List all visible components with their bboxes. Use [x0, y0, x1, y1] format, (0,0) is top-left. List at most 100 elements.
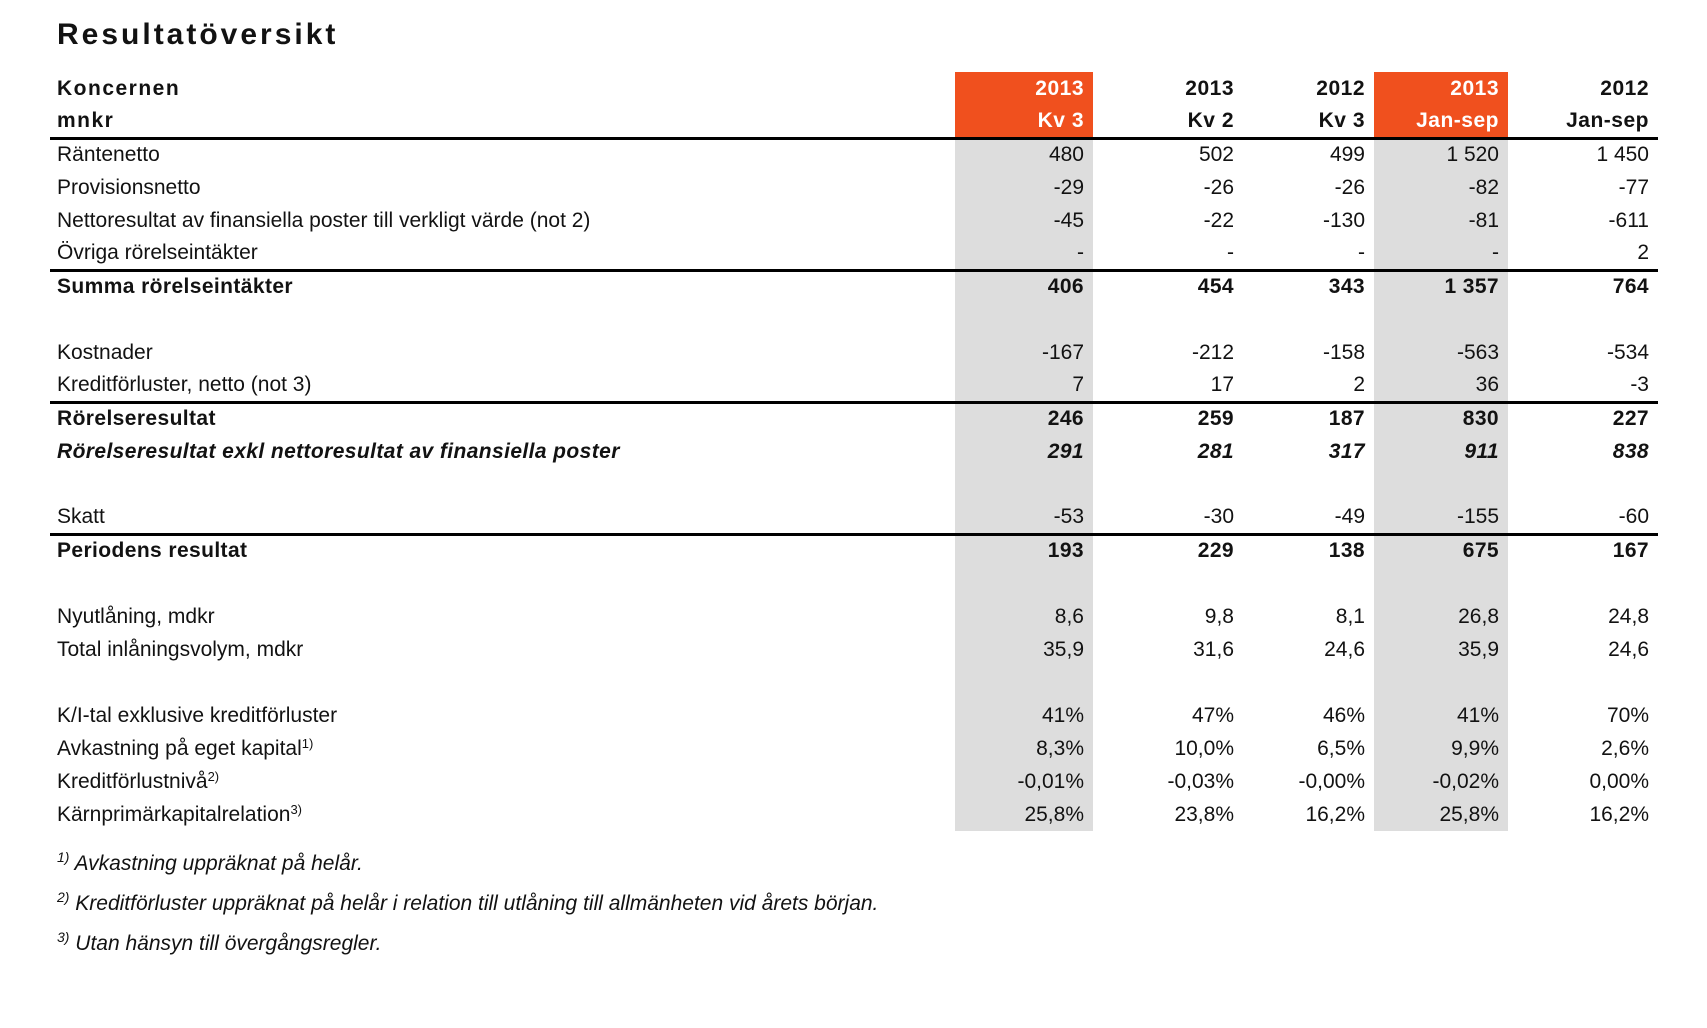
cell-value [1374, 468, 1508, 501]
row-label: Periodens resultat [57, 539, 248, 563]
cell-value: 36 [1374, 369, 1508, 404]
cell-value: 6,5% [1317, 736, 1365, 760]
header-year-row: Koncernen 2013 2013 2012 2013 2012 [50, 72, 1658, 105]
table-header: Koncernen 2013 2013 2012 2013 2012 mnkr Kv 3… [50, 72, 1658, 140]
cell-value: 830 [1374, 402, 1508, 435]
cell-value: 227 [1612, 407, 1649, 431]
cell-value: -563 [1374, 336, 1508, 369]
row-label: Total inlåningsvolym, mdkr [57, 637, 304, 661]
row-label: Rörelseresultat exkl nettoresultat av fi… [57, 439, 620, 463]
footnote: 2) Kreditförluster uppräknat på helår i … [57, 889, 879, 915]
cell-value: 10,0% [1174, 736, 1234, 760]
cell-value: -3 [1508, 369, 1658, 404]
cell-value [1093, 468, 1243, 501]
cell-value: 70% [1606, 703, 1649, 727]
cell-value: 2 [1508, 237, 1658, 272]
cell-value: 259 [1197, 407, 1234, 431]
cell-value: 8,3% [955, 732, 1093, 765]
cell-value: 1 450 [1596, 143, 1649, 167]
cell-value: 24,6 [1324, 637, 1365, 661]
table-row: Nyutlåning, mdkr 8,6 9,8 8,1 26,8 24,8 [50, 600, 1658, 633]
row-label [50, 567, 955, 600]
column-header-year: 2012 [1316, 76, 1365, 100]
cell-value [1243, 666, 1374, 699]
footnote-marker: 1) [57, 849, 70, 865]
row-label: Nyutlåning, mdkr [57, 604, 215, 628]
cell-value: 25,8% [1374, 798, 1508, 831]
cell-value: -53 [955, 501, 1093, 536]
spacer-row [50, 567, 1658, 600]
cell-value [1374, 303, 1508, 336]
row-label: Kreditförlustnivå2) [57, 768, 220, 793]
cell-value: -29 [955, 171, 1093, 204]
column-header-period: Jan-sep [1508, 105, 1658, 140]
row-label: Rörelseresultat [57, 407, 216, 431]
table-row: Kärnprimärkapitalrelation3) 25,8% 23,8% 16,… [50, 798, 1658, 831]
cell-value: -158 [1322, 340, 1365, 364]
cell-value: 838 [1612, 439, 1649, 463]
table-row: Nettoresultat av finansiella poster till… [50, 204, 1658, 237]
cell-value: 2,6% [1601, 736, 1649, 760]
cell-value: 480 [955, 138, 1093, 171]
unit-label: mnkr [50, 105, 955, 140]
column-header-year: 2013 [955, 72, 1093, 105]
table-row: Kreditförlustnivå2) -0,01% -0,03% -0,00% -0,… [50, 765, 1658, 798]
cell-value: 31,6 [1193, 637, 1234, 661]
cell-value: -611 [1608, 208, 1649, 232]
cell-value: -130 [1322, 208, 1365, 232]
cell-value: 187 [1328, 407, 1365, 431]
row-label [50, 666, 955, 699]
cell-value: 406 [955, 270, 1093, 303]
cell-value: 25,8% [955, 798, 1093, 831]
footnote-marker: 2) [57, 889, 70, 905]
cell-value: 317 [1328, 439, 1365, 463]
cell-value: -155 [1374, 501, 1508, 536]
column-header-period: Kv 2 [1093, 105, 1243, 140]
cell-value: -60 [1508, 501, 1658, 536]
cell-value: -0,03% [1167, 769, 1234, 793]
footnote-ref: 2) [207, 768, 220, 784]
header-period-row: mnkr Kv 3 Kv 2 Kv 3 Jan-sep Jan-sep [50, 105, 1658, 140]
cell-value: 246 [955, 402, 1093, 435]
row-label [50, 468, 955, 501]
cell-value: - [955, 237, 1093, 272]
cell-value [955, 666, 1093, 699]
row-label: Räntenetto [57, 143, 160, 167]
cell-value: 9,8 [1204, 604, 1234, 628]
table-body: Räntenetto 480 502 499 1 520 1 450 Provisionsn… [50, 138, 1658, 831]
row-label: Nettoresultat av finansiella poster till… [57, 208, 591, 232]
footnotes: 1) Avkastning uppräknat på helår. 2) Kred… [57, 847, 1707, 961]
cell-value: 499 [1329, 143, 1365, 167]
row-label: Summa rörelseintäkter [57, 275, 293, 299]
cell-value: 8,1 [1335, 604, 1365, 628]
cell-value: -212 [1191, 340, 1234, 364]
column-header-period: Jan-sep [1374, 105, 1508, 140]
cell-value: 24,6 [1608, 637, 1649, 661]
cell-value [1093, 567, 1243, 600]
cell-value: 1 520 [1374, 138, 1508, 171]
cell-value [955, 303, 1093, 336]
cell-value: 35,9 [955, 633, 1093, 666]
spacer-row [50, 666, 1658, 699]
cell-value: 23,8% [1174, 802, 1234, 826]
cell-value: 24,8 [1608, 604, 1649, 628]
cell-value: 7 [955, 369, 1093, 404]
cell-value: -167 [955, 336, 1093, 369]
table-row: K/I-tal exklusive kreditförluster 41% 47% 4… [50, 699, 1658, 732]
cell-value: - [1374, 237, 1508, 272]
cell-value: 0,00% [1589, 769, 1649, 793]
group-label: Koncernen [57, 76, 181, 100]
cell-value: 17 [1093, 369, 1243, 404]
page-title: Resultatöversikt [57, 18, 339, 51]
cell-value: 281 [1197, 439, 1234, 463]
column-header-period: Kv 3 [955, 105, 1093, 140]
table-row: Kostnader -167 -212 -158 -563 -534 [50, 336, 1658, 369]
cell-value: 229 [1197, 539, 1234, 563]
cell-value: -30 [1093, 501, 1243, 536]
cell-value: -0,01% [955, 765, 1093, 798]
row-label: Övriga rörelseintäkter [50, 237, 955, 272]
cell-value: -49 [1243, 501, 1374, 536]
table-row: Rörelseresultat 246 259 187 830 227 [50, 402, 1658, 435]
cell-value: 41% [955, 699, 1093, 732]
table-row: Total inlåningsvolym, mdkr 35,9 31,6 24,6 35… [50, 633, 1658, 666]
